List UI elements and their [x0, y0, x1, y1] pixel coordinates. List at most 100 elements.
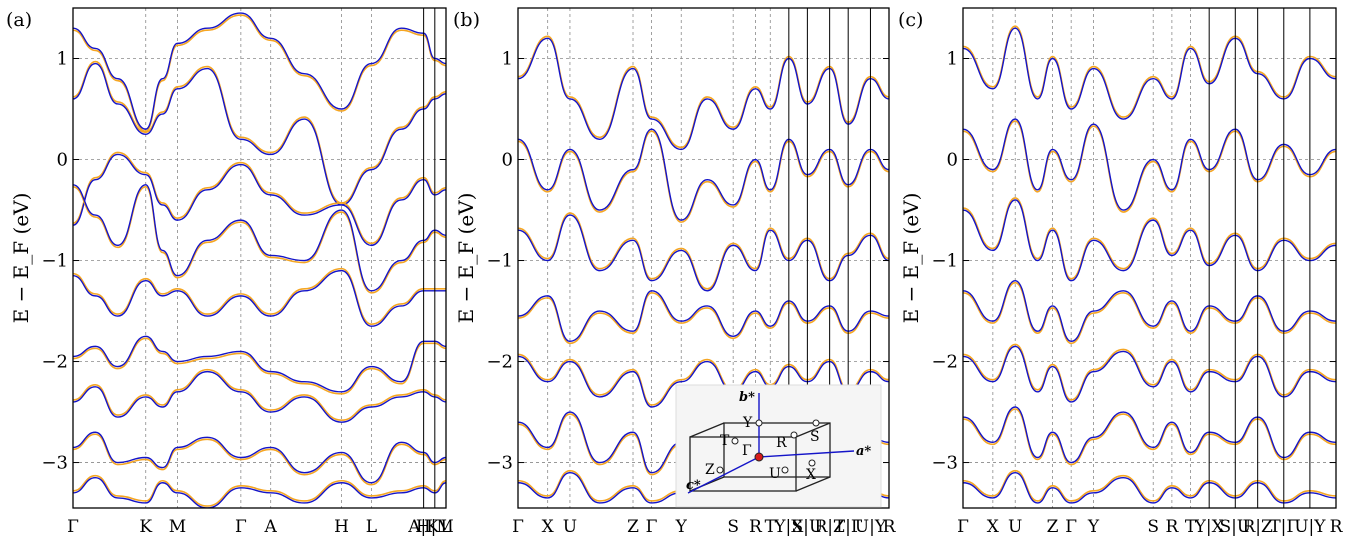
band-blue-8: [73, 476, 446, 508]
bz-point-label: T: [720, 433, 730, 449]
kpoint-label: A|K: [407, 517, 439, 537]
band-orange-3: [518, 292, 889, 345]
kpoint-label: Z: [1047, 517, 1059, 537]
kpoint-label: U: [563, 517, 577, 537]
bz-front-face: [689, 436, 797, 492]
bz-point: [781, 466, 789, 474]
plot-frame: [962, 7, 1337, 509]
kpoint-label: T|Γ: [834, 517, 863, 537]
bz-edge: [795, 422, 831, 438]
kpoint-label: M: [169, 517, 186, 537]
y-tick-label: 0: [947, 150, 958, 171]
kpoint-label: H|M: [416, 517, 454, 537]
bands: [518, 35, 889, 504]
kpoint-label: U: [1008, 517, 1022, 537]
y-axis-label: E − E_F (eV): [899, 193, 923, 324]
kpoint-label: Z: [627, 517, 639, 537]
band-blue-3: [963, 280, 1336, 343]
bz-point: [812, 419, 820, 427]
kpoint-label: U|Y: [1294, 517, 1326, 537]
inset-background: [675, 384, 882, 508]
kpoint-label: Γ: [1065, 517, 1077, 537]
kpoint-label: X: [542, 517, 555, 537]
band-blue-7: [73, 431, 446, 484]
kpoint-label: R: [883, 517, 897, 537]
kpoint-label: S: [1147, 517, 1159, 537]
kpoint-label: Γ: [646, 517, 658, 537]
band-blue-0: [518, 37, 889, 151]
y-tick-label: 0: [502, 150, 513, 171]
y-tick-label: −3: [931, 453, 958, 474]
kpoint-label: Γ: [512, 517, 524, 537]
kpoint-label: R|Z: [814, 517, 845, 537]
band-blue-3: [518, 290, 889, 343]
grid-lines: [963, 8, 1336, 508]
kpoint-label: R: [1165, 517, 1179, 537]
kpoint-label: S: [727, 517, 739, 537]
band-blue-3: [73, 184, 446, 292]
bz-point-label: X: [806, 467, 816, 483]
band-orange-2: [73, 151, 446, 245]
band-orange-2: [518, 212, 889, 290]
y-tick-label: −1: [41, 251, 68, 272]
bz-point: [808, 459, 816, 467]
band-orange-1: [963, 120, 1336, 213]
band-orange-3: [73, 185, 446, 294]
band-orange-0: [518, 35, 889, 149]
band-orange-0: [963, 25, 1336, 118]
y-tick-label: 0: [57, 150, 68, 171]
band-orange-2: [963, 197, 1336, 280]
band-orange-1: [518, 130, 889, 223]
y-tick-label: −1: [486, 251, 513, 272]
bz-point: [716, 466, 724, 474]
y-tick-label: −3: [486, 453, 513, 474]
plot-frame: [517, 7, 890, 509]
kpoint-label: Y|X: [1194, 517, 1225, 537]
kpoint-label: L: [440, 517, 451, 537]
panel-label: (a): [6, 9, 32, 31]
axis-label: b*: [739, 390, 755, 405]
band-blue-2: [73, 153, 446, 247]
band-blue-5: [73, 335, 446, 393]
kpoint-label: R: [1330, 517, 1344, 537]
kpoint-label: S|U: [1219, 517, 1251, 537]
kpoint-label: Y|X: [773, 517, 804, 537]
band-blue-1: [963, 118, 1336, 211]
band-blue-0: [73, 62, 446, 206]
band-blue-5: [963, 406, 1336, 464]
brillouin-zone-inset: b* a* c* YTΓ Z R S U X: [675, 384, 882, 508]
bz-point: [790, 431, 798, 439]
kpoint-label: Γ: [957, 517, 969, 537]
band-orange-6: [73, 368, 446, 421]
band-blue-2: [963, 199, 1336, 282]
y-axis-label: E − E_F (eV): [454, 193, 478, 324]
band-blue-1: [73, 12, 446, 130]
bz-point-label: Y: [742, 415, 753, 431]
bz-back-face: [723, 422, 831, 478]
band-blue-2: [518, 214, 889, 292]
kpoint-label: S|U: [792, 517, 824, 537]
kpoint-label: Γ: [67, 517, 79, 537]
bands: [73, 12, 446, 508]
bz-point-label: R: [776, 435, 787, 451]
band-blue-0: [963, 27, 1336, 120]
y-tick-label: −1: [931, 251, 958, 272]
kpoint-label: A: [264, 517, 278, 537]
bz-point-label: Γ: [742, 443, 752, 459]
band-orange-4: [963, 343, 1336, 401]
kpoint-label: Y: [675, 517, 688, 537]
bz-edge: [795, 476, 831, 492]
bands: [963, 25, 1336, 504]
kpoint-label: Y: [1087, 517, 1100, 537]
y-tick-label: −3: [41, 453, 68, 474]
kpoint-label: Γ: [235, 517, 247, 537]
bz-point: [731, 437, 739, 445]
y-tick-label: −2: [486, 352, 513, 373]
bz-point-label: S: [810, 429, 820, 445]
kpoint-label: R: [749, 517, 763, 537]
y-axis-label: E − E_F (eV): [9, 193, 33, 324]
